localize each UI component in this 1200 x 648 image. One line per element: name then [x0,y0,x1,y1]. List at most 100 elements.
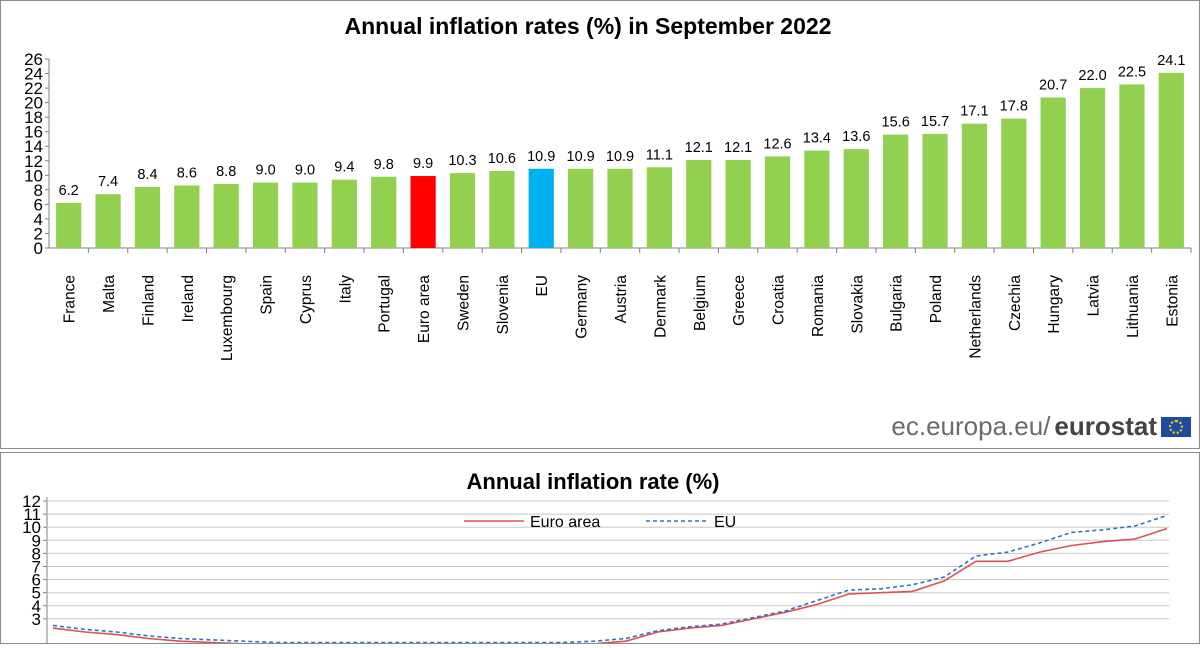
y-tick-label: 6 [32,571,41,590]
bar [528,168,554,248]
y-tick-label: 8 [34,181,43,200]
bar [1079,88,1106,248]
category-label: Portugal [377,275,394,333]
series-line [52,514,1168,644]
category-label: France [62,275,79,323]
data-label: 9.0 [295,163,315,179]
y-tick-label: 2 [34,224,43,243]
category-label: Estonia [1164,275,1181,327]
category-label: Luxembourg [219,275,236,361]
data-label: 15.7 [921,114,949,130]
bar [252,182,279,248]
y-tick-label: 10 [22,518,41,537]
category-label: Belgium [692,275,709,331]
bar [292,182,318,248]
data-label: 22.0 [1078,68,1106,84]
y-tick-label: 14 [24,137,43,156]
y-tick-label: 9 [32,531,41,550]
data-label: 17.8 [1000,99,1028,115]
y-tick-label: 12 [22,492,41,511]
data-label: 17.1 [960,104,988,120]
category-label: EU [534,275,551,297]
data-label: 12.6 [763,136,791,152]
data-label: 9.8 [374,157,394,173]
bar [883,134,909,248]
category-label: Ireland [180,275,197,322]
bar [843,149,869,248]
category-label: Poland [928,275,945,323]
y-tick-label: 11 [23,505,41,524]
data-label: 11.1 [646,147,673,163]
bar [607,168,633,248]
data-label: 9.9 [413,156,433,172]
bar-chart: Annual inflation rates (%) in September … [24,13,1192,361]
y-tick-label: 4 [32,597,41,616]
bar [725,160,751,248]
bar [804,150,830,248]
data-label: 12.1 [724,140,752,156]
bar [134,186,161,248]
y-tick-label: 8 [32,544,41,563]
data-label: 9.4 [334,160,354,176]
category-label: Malta [101,275,118,313]
data-label: 10.3 [448,153,476,169]
data-label: 8.4 [137,167,157,183]
bar [371,176,397,248]
category-label: Spain [259,275,276,315]
data-label: 9.0 [256,163,276,179]
category-label: Romania [810,275,827,337]
data-label: 6.2 [59,183,79,199]
y-tick-label: 20 [24,94,43,113]
category-label: Euro area [416,275,433,343]
bar [646,167,672,248]
bar [568,168,594,248]
series-line [52,527,1168,646]
chart-title: Annual inflation rates (%) in September … [345,13,832,39]
y-tick-label: 10 [24,166,43,185]
category-label: Slovakia [849,275,866,334]
category-label: Hungary [1046,275,1063,334]
y-tick-label: 0 [34,239,43,258]
y-tick-label: 24 [24,65,43,84]
data-label: 13.4 [803,131,831,147]
category-label: Netherlands [967,275,984,359]
data-label: 20.7 [1039,78,1067,94]
bar [961,123,988,248]
bar [1158,72,1184,248]
y-tick-label: 12 [24,152,43,171]
legend-label: Euro area [530,514,600,531]
source-site[interactable]: ec.europa.eu/ [891,411,1051,441]
category-label: Cyprus [298,275,315,324]
bar [489,170,515,248]
eu-flag-icon [1161,416,1191,437]
data-label: 8.6 [177,165,197,181]
category-label: Croatia [771,275,788,325]
bar [410,176,436,248]
data-label: 10.9 [606,149,634,165]
data-label: 12.1 [685,140,713,156]
category-label: Austria [613,275,630,324]
bar [449,173,476,248]
data-label: 10.9 [567,149,595,165]
category-label: Lithuania [1125,275,1142,338]
data-label: 10.6 [488,151,516,167]
bar [174,185,200,248]
category-label: Finland [140,275,157,326]
y-tick-label: 22 [24,79,43,98]
category-label: Italy [337,275,354,304]
category-label: Latvia [1086,275,1103,317]
y-tick-label: 4 [34,210,43,229]
source-brand: eurostat [1054,411,1157,441]
data-label: 22.5 [1118,64,1146,80]
source-footer: ec.europa.eu/ eurostat [891,411,1191,442]
y-tick-label: 16 [24,123,43,142]
y-tick-label: 18 [24,108,43,127]
line-chart-panel: Annual inflation rate (%) 3 4 5 6 7 8 9 10 11 12 Eu… [0,452,1200,646]
category-label: Slovenia [495,275,512,335]
y-tick-label: 5 [32,584,41,603]
bar [764,156,791,248]
bar-chart-panel: Annual inflation rates (%) in September … [0,0,1200,449]
data-label: 24.1 [1157,53,1185,69]
bar [1001,118,1027,248]
